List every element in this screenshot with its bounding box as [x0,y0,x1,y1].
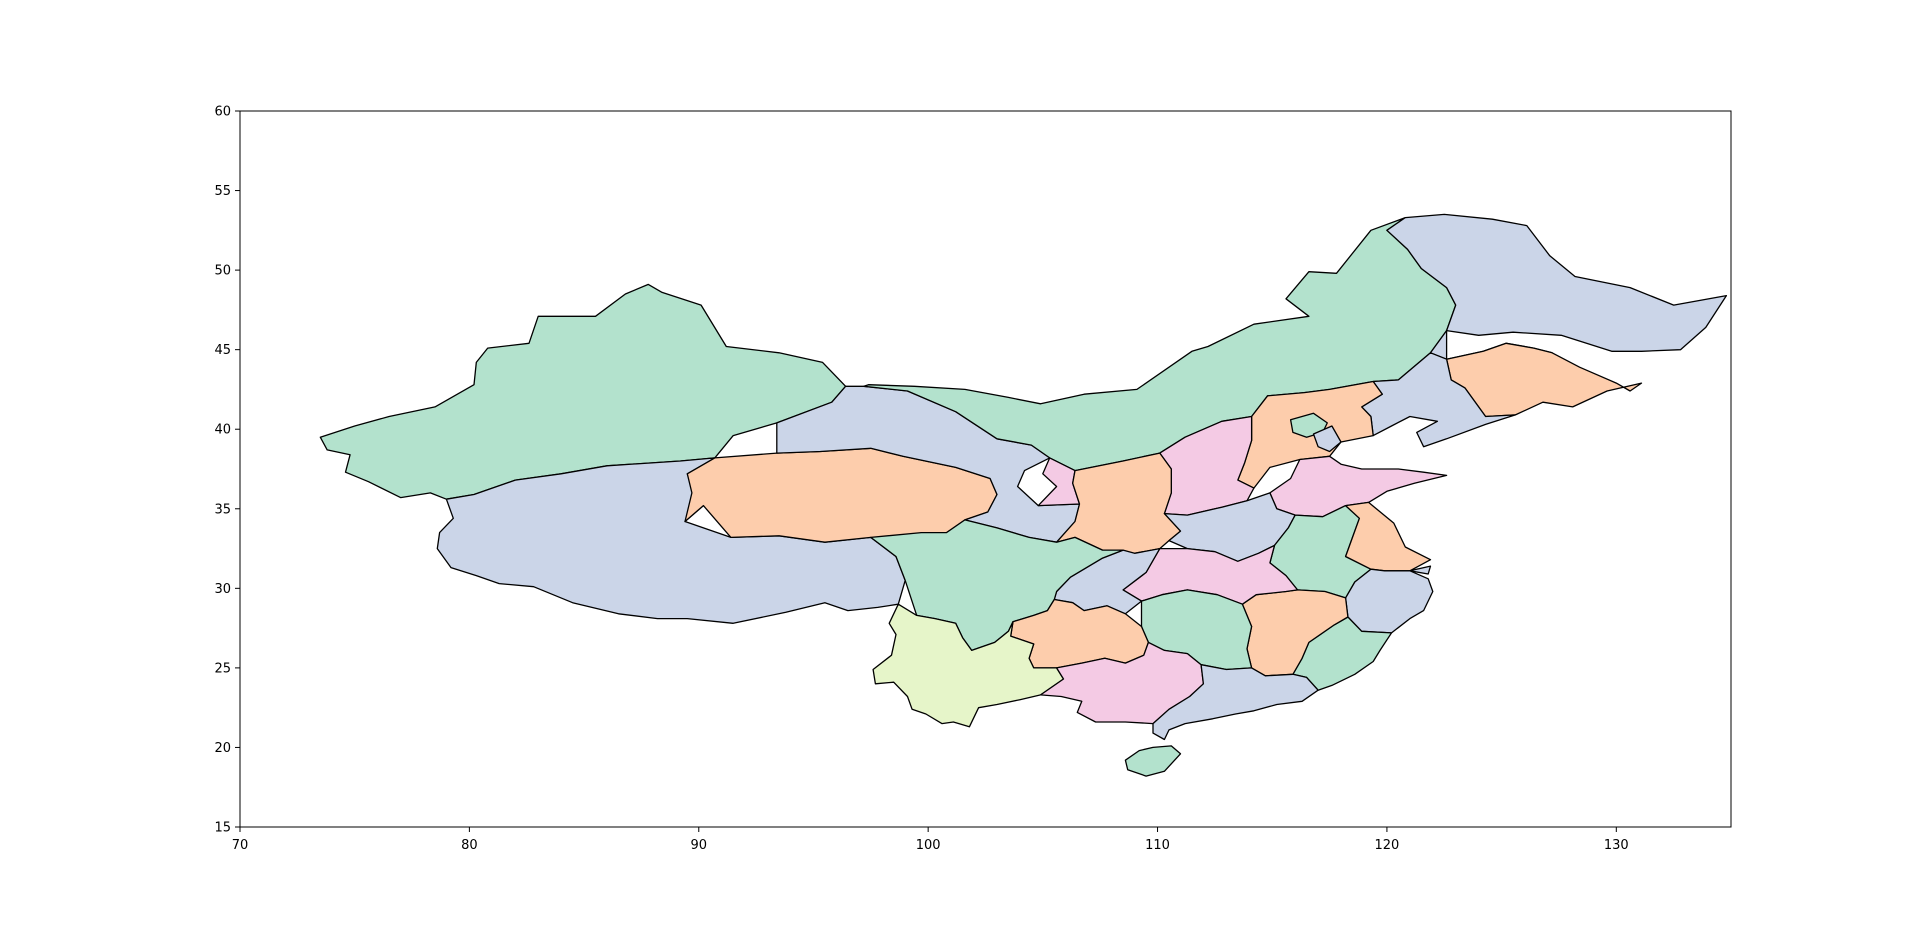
x-axis: 70 80 90 100 110 120 130 [232,827,1629,853]
y-tick-label: 40 [214,423,231,438]
region-6 [1386,213,1728,381]
x-tick-label: 70 [232,838,249,853]
regions-layer [319,213,1728,777]
y-tick-label: 25 [214,661,231,676]
x-tick-label: 120 [1375,838,1400,853]
x-tick-label: 80 [461,838,478,853]
x-tick-label: 110 [1145,838,1170,853]
y-tick-label: 35 [214,502,231,517]
region-19 [1409,565,1432,575]
y-tick-label: 20 [214,741,231,756]
y-tick-label: 45 [214,343,231,358]
y-tick-label: 15 [214,821,231,836]
y-tick-label: 50 [214,264,231,279]
x-tick-label: 130 [1604,838,1629,853]
x-tick-label: 100 [916,838,941,853]
x-tick-label: 90 [690,838,707,853]
region-11 [1312,425,1342,453]
y-tick-label: 30 [214,582,231,597]
region-30 [1152,664,1319,741]
y-axis: 15 20 25 30 35 40 45 50 55 60 [214,105,240,836]
y-tick-label: 60 [214,105,231,120]
region-31 [1124,745,1182,777]
plot-frame [239,110,1732,828]
region-28 [872,603,1065,728]
y-tick-label: 55 [214,184,231,199]
